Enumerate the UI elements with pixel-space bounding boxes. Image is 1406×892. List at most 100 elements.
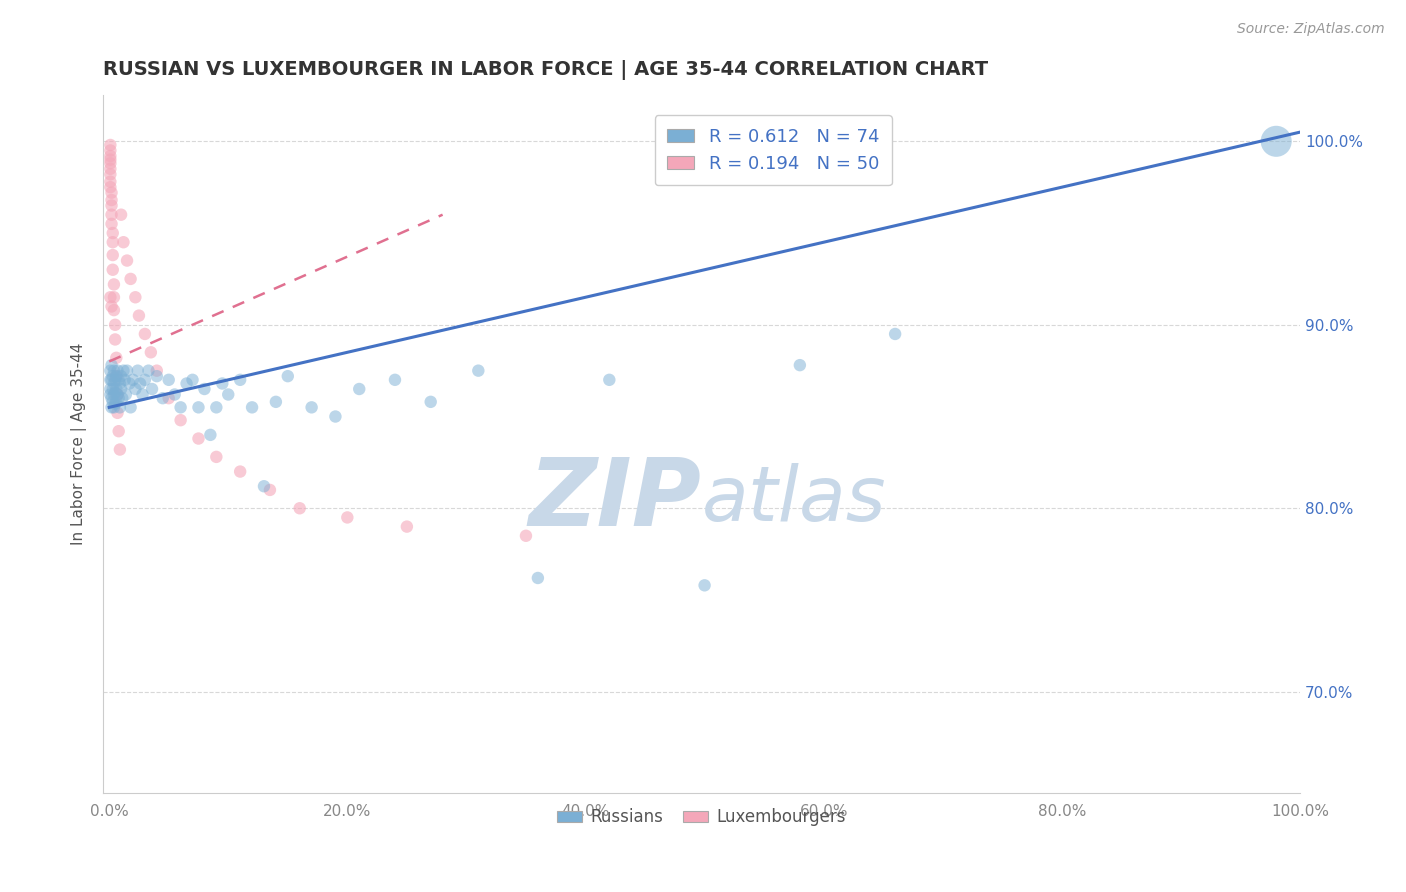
Text: RUSSIAN VS LUXEMBOURGER IN LABOR FORCE | AGE 35-44 CORRELATION CHART: RUSSIAN VS LUXEMBOURGER IN LABOR FORCE |… — [103, 60, 988, 79]
Point — [98, 382, 121, 396]
Point — [101, 262, 124, 277]
Point — [98, 364, 121, 378]
Point — [100, 208, 122, 222]
Point — [98, 373, 121, 387]
Point — [288, 501, 311, 516]
Point — [139, 345, 162, 359]
Point — [211, 376, 233, 391]
Point — [103, 290, 125, 304]
Point — [277, 369, 299, 384]
Point — [120, 401, 142, 415]
Point — [105, 369, 128, 384]
Point — [169, 401, 191, 415]
Point — [108, 442, 131, 457]
Point — [131, 387, 153, 401]
Text: ZIP: ZIP — [529, 454, 702, 546]
Point — [115, 253, 138, 268]
Point — [128, 309, 150, 323]
Point — [229, 465, 252, 479]
Point — [884, 326, 907, 341]
Point — [107, 387, 129, 401]
Point — [115, 364, 138, 378]
Point — [146, 364, 169, 378]
Point — [124, 290, 146, 304]
Point — [349, 382, 371, 396]
Point — [100, 217, 122, 231]
Point — [104, 333, 127, 347]
Point — [205, 450, 228, 464]
Point — [467, 364, 489, 378]
Point — [107, 373, 129, 387]
Point — [384, 373, 406, 387]
Point — [105, 351, 128, 365]
Point — [187, 401, 209, 415]
Point — [115, 387, 138, 401]
Point — [98, 153, 121, 167]
Point — [101, 369, 124, 384]
Point — [240, 401, 263, 415]
Point — [100, 401, 122, 415]
Point — [217, 387, 239, 401]
Point — [103, 387, 125, 401]
Point — [527, 571, 550, 585]
Point — [1265, 134, 1288, 148]
Point — [108, 401, 131, 415]
Point — [107, 387, 129, 401]
Point — [176, 376, 198, 391]
Point — [108, 376, 131, 391]
Point — [110, 382, 132, 396]
Point — [134, 373, 156, 387]
Point — [98, 156, 121, 170]
Point — [101, 248, 124, 262]
Point — [120, 272, 142, 286]
Point — [129, 376, 152, 391]
Point — [259, 483, 281, 497]
Point — [98, 175, 121, 189]
Point — [104, 397, 127, 411]
Point — [103, 364, 125, 378]
Point — [110, 369, 132, 384]
Point — [229, 373, 252, 387]
Point — [789, 358, 811, 372]
Point — [264, 394, 287, 409]
Point — [98, 290, 121, 304]
Point — [100, 198, 122, 212]
Point — [124, 382, 146, 396]
Point — [104, 373, 127, 387]
Point — [301, 401, 323, 415]
Point — [110, 208, 132, 222]
Text: Source: ZipAtlas.com: Source: ZipAtlas.com — [1237, 22, 1385, 37]
Point — [107, 391, 129, 405]
Point — [105, 369, 128, 384]
Point — [205, 401, 228, 415]
Point — [395, 519, 418, 533]
Point — [111, 391, 134, 405]
Point — [253, 479, 276, 493]
Point — [107, 406, 129, 420]
Point — [122, 373, 145, 387]
Point — [325, 409, 347, 424]
Point — [103, 303, 125, 318]
Point — [693, 578, 716, 592]
Y-axis label: In Labor Force | Age 35-44: In Labor Force | Age 35-44 — [72, 343, 87, 545]
Point — [98, 144, 121, 158]
Point — [101, 226, 124, 240]
Point — [101, 382, 124, 396]
Point — [152, 391, 174, 405]
Text: atlas: atlas — [702, 463, 886, 537]
Point — [419, 394, 441, 409]
Point — [104, 318, 127, 332]
Point — [200, 428, 222, 442]
Point — [98, 161, 121, 176]
Point — [98, 149, 121, 163]
Point — [112, 364, 135, 378]
Point — [104, 385, 127, 400]
Point — [134, 326, 156, 341]
Point — [103, 277, 125, 292]
Point — [100, 373, 122, 387]
Point — [98, 138, 121, 153]
Point — [100, 193, 122, 207]
Point — [100, 391, 122, 405]
Point — [138, 364, 160, 378]
Point — [100, 186, 122, 200]
